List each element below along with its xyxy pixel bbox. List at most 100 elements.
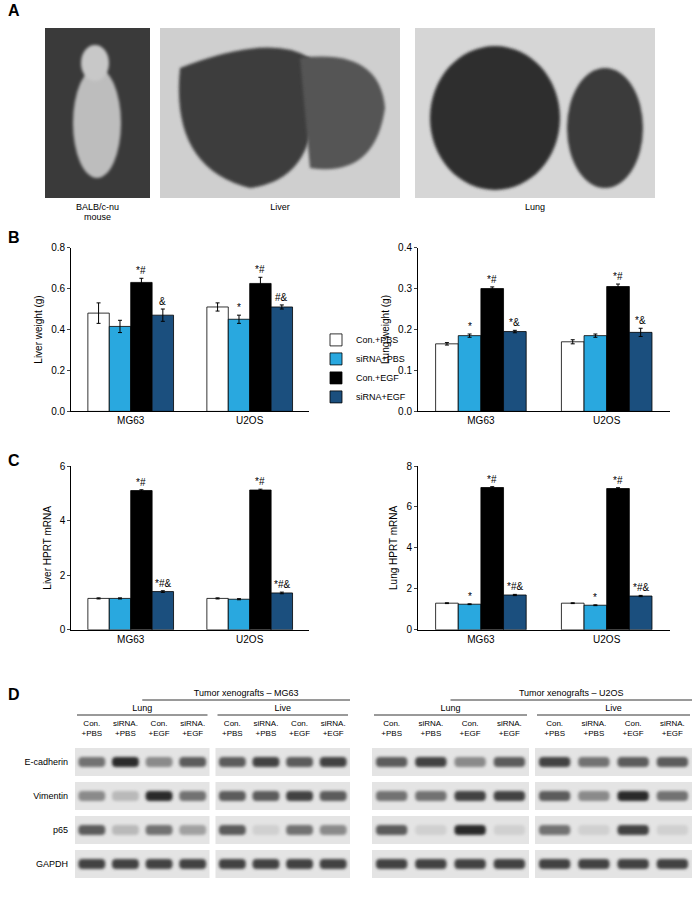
svg-text:MG63: MG63: [467, 415, 495, 426]
svg-text:+EGF: +EGF: [499, 729, 520, 738]
svg-text:Con.: Con.: [625, 719, 642, 728]
svg-text:*#: *#: [255, 264, 265, 275]
svg-text:*: *: [468, 321, 472, 332]
svg-text:0.6: 0.6: [51, 283, 65, 294]
svg-text:0: 0: [60, 624, 66, 635]
svg-text:U2OS: U2OS: [236, 634, 264, 645]
svg-text:0.1: 0.1: [398, 365, 412, 376]
svg-text:*#: *#: [487, 474, 497, 485]
svg-text:mouse: mouse: [84, 212, 111, 222]
svg-text:+PBS: +PBS: [256, 729, 277, 738]
svg-text:Lung: Lung: [132, 703, 152, 713]
svg-text:Tumor xenografts – MG63: Tumor xenografts – MG63: [194, 688, 299, 698]
svg-text:*#: *#: [613, 475, 623, 486]
svg-text:+EGF: +EGF: [323, 729, 344, 738]
svg-text:MG63: MG63: [117, 634, 145, 645]
svg-text:p65: p65: [53, 825, 68, 835]
svg-text:*#: *#: [255, 476, 265, 487]
svg-text:siRNA.: siRNA.: [418, 719, 443, 728]
svg-text:E-cadherin: E-cadherin: [24, 757, 68, 767]
svg-text:0.2: 0.2: [398, 324, 412, 335]
svg-text:0.8: 0.8: [51, 242, 65, 253]
svg-text:+EGF: +EGF: [460, 729, 481, 738]
svg-text:siRNA.: siRNA.: [497, 719, 522, 728]
svg-text:*#: *#: [613, 271, 623, 282]
svg-text:&: &: [159, 296, 166, 307]
svg-text:+PBS: +PBS: [421, 729, 442, 738]
svg-text:*#&: *#&: [507, 581, 523, 592]
svg-text:Con.: Con.: [151, 719, 168, 728]
svg-text:0.2: 0.2: [51, 365, 65, 376]
svg-text:+PBS: +PBS: [544, 729, 565, 738]
svg-text:siRNA+EGF: siRNA+EGF: [356, 392, 406, 402]
svg-text:0.4: 0.4: [398, 242, 412, 253]
svg-text:*: *: [593, 592, 597, 603]
svg-text:Con.: Con.: [462, 719, 479, 728]
svg-text:+EGF: +EGF: [289, 729, 310, 738]
svg-text:Con.: Con.: [291, 719, 308, 728]
svg-text:+PBS: +PBS: [584, 729, 605, 738]
svg-text:Con.: Con.: [83, 719, 100, 728]
svg-text:Tumor xenografts – U2OS: Tumor xenografts – U2OS: [519, 688, 624, 698]
svg-text:*#&: *#&: [155, 578, 171, 589]
svg-text:4: 4: [406, 542, 412, 553]
svg-text:+EGF: +EGF: [662, 729, 683, 738]
svg-text:+PBS: +PBS: [81, 729, 102, 738]
svg-text:Con.: Con.: [383, 719, 400, 728]
svg-text:Liver weight (g): Liver weight (g): [33, 295, 44, 363]
svg-text:Con.+PBS: Con.+PBS: [356, 335, 398, 345]
svg-text:Lung HPRT mRNA: Lung HPRT mRNA: [388, 506, 399, 590]
svg-text:*: *: [237, 302, 241, 313]
svg-text:Lung: Lung: [525, 202, 545, 212]
svg-text:6: 6: [60, 461, 66, 472]
svg-text:2: 2: [60, 570, 66, 581]
svg-text:Liver: Liver: [270, 202, 290, 212]
svg-text:Con.: Con.: [224, 719, 241, 728]
svg-text:+EGF: +EGF: [182, 729, 203, 738]
svg-text:0.4: 0.4: [51, 324, 65, 335]
svg-text:*: *: [468, 591, 472, 602]
svg-text:Live: Live: [605, 703, 622, 713]
svg-text:MG63: MG63: [467, 634, 495, 645]
svg-text:U2OS: U2OS: [593, 415, 621, 426]
svg-text:#&: #&: [275, 292, 288, 303]
svg-text:siRNA.: siRNA.: [113, 719, 138, 728]
svg-text:Lung weight (g): Lung weight (g): [380, 295, 391, 364]
svg-text:U2OS: U2OS: [593, 634, 621, 645]
svg-text:0.0: 0.0: [398, 406, 412, 417]
svg-text:Lung: Lung: [440, 703, 460, 713]
svg-text:+EGF: +EGF: [149, 729, 170, 738]
svg-text:*&: *&: [509, 317, 520, 328]
svg-text:Liver HPRT mRNA: Liver HPRT mRNA: [42, 506, 53, 590]
svg-text:+PBS: +PBS: [381, 729, 402, 738]
svg-text:siRNA+PBS: siRNA+PBS: [356, 354, 405, 364]
svg-text:+PBS: +PBS: [115, 729, 136, 738]
svg-text:Con.+EGF: Con.+EGF: [356, 373, 399, 383]
svg-text:0.3: 0.3: [398, 283, 412, 294]
svg-text:6: 6: [406, 501, 412, 512]
svg-text:Live: Live: [274, 703, 291, 713]
svg-text:MG63: MG63: [117, 415, 145, 426]
svg-text:BALB/c-nu: BALB/c-nu: [76, 202, 119, 212]
svg-text:siRNA.: siRNA.: [180, 719, 205, 728]
svg-text:GAPDH: GAPDH: [36, 859, 68, 869]
svg-text:*#: *#: [136, 477, 146, 488]
svg-text:siRNA.: siRNA.: [581, 719, 606, 728]
svg-text:siRNA.: siRNA.: [321, 719, 346, 728]
svg-text:*#: *#: [487, 274, 497, 285]
svg-text:2: 2: [406, 583, 412, 594]
svg-text:+PBS: +PBS: [222, 729, 243, 738]
svg-text:0.0: 0.0: [51, 406, 65, 417]
svg-text:*#: *#: [136, 265, 146, 276]
svg-text:*&: *&: [635, 315, 646, 326]
svg-text:siRNA.: siRNA.: [253, 719, 278, 728]
svg-text:0: 0: [406, 624, 412, 635]
svg-text:siRNA.: siRNA.: [660, 719, 685, 728]
svg-text:Vimentin: Vimentin: [33, 791, 68, 801]
svg-text:*#&: *#&: [633, 582, 649, 593]
svg-text:*#&: *#&: [274, 579, 290, 590]
svg-text:+EGF: +EGF: [623, 729, 644, 738]
svg-text:4: 4: [60, 515, 66, 526]
svg-text:8: 8: [406, 461, 412, 472]
svg-text:Con.: Con.: [546, 719, 563, 728]
